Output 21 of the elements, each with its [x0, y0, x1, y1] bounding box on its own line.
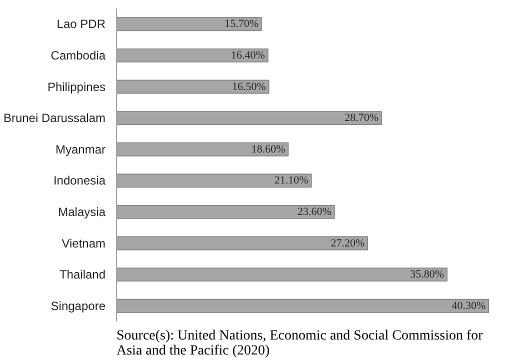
y-tick-label: Thailand — [59, 268, 106, 282]
y-tick-label: Philippines — [47, 80, 106, 94]
data-label: 27.20% — [330, 237, 365, 250]
data-label: 15.70% — [224, 18, 258, 30]
data-label: 18.60% — [251, 143, 286, 156]
y-tick-label: Brunei Darussalam — [3, 111, 106, 126]
data-label: 16.40% — [231, 49, 265, 62]
y-tick-label: Myanmar — [55, 142, 106, 156]
source-note: Source(s): United Nations, Economic and Social Commission for Asia and the Pacific (2020) — [116, 328, 484, 358]
data-label: 23.60% — [298, 206, 332, 218]
data-label: 21.10% — [274, 174, 308, 187]
y-tick-label: Indonesia — [53, 174, 106, 188]
y-tick-label: Singapore — [50, 298, 106, 313]
y-tick-label: Malaysia — [58, 204, 106, 219]
data-label: 40.30% — [452, 300, 486, 312]
data-label: 16.50% — [232, 80, 266, 93]
y-tick-label: Vietnam — [62, 236, 106, 250]
data-label: 28.70% — [344, 112, 379, 124]
y-tick-label: Cambodia — [50, 48, 106, 62]
data-label: 35.80% — [410, 268, 444, 281]
y-tick-label: Lao PDR — [56, 17, 106, 32]
